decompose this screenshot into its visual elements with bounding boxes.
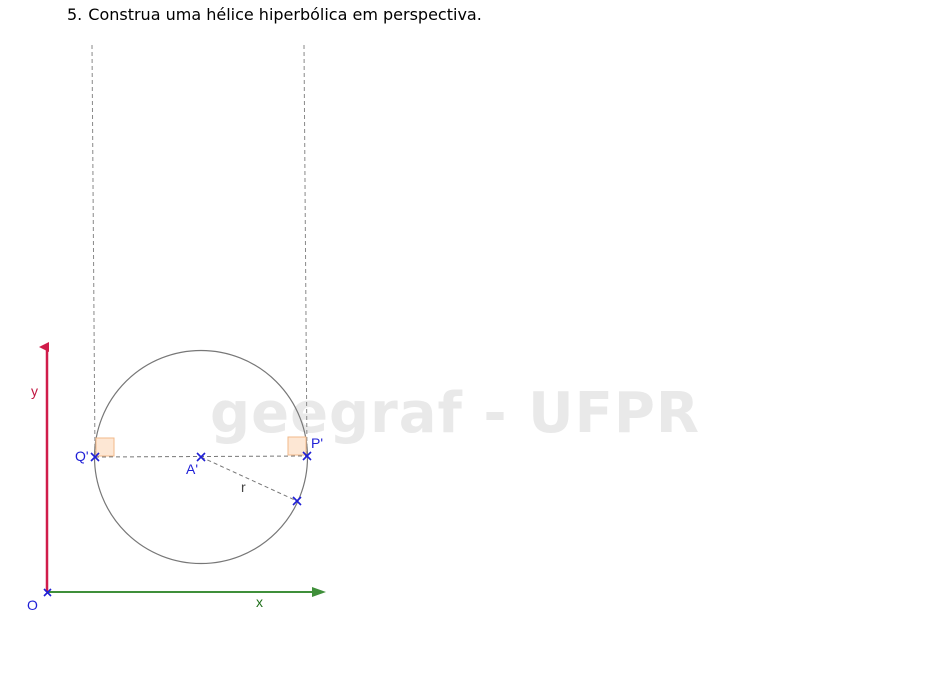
label-radius: r	[241, 479, 246, 495]
projection-line-left	[91, 44, 96, 458]
projection-line-right	[303, 44, 308, 457]
point-a-marker	[196, 452, 206, 462]
label-point-p: P'	[311, 435, 323, 451]
label-y-axis: y	[31, 383, 38, 399]
x-axis-arrowhead	[312, 587, 326, 597]
point-markers	[43, 451, 312, 597]
point-p-marker	[302, 451, 312, 461]
label-point-q: Q'	[75, 448, 89, 464]
label-x-axis: x	[256, 594, 263, 610]
label-point-a: A'	[186, 461, 198, 477]
exercise-statement: 5. Construa uma hélice hiperbólica em per…	[67, 5, 482, 24]
right-angle-marker-left	[95, 437, 115, 457]
label-origin: O	[27, 597, 38, 613]
point-q-marker	[90, 452, 100, 462]
watermark: geegraf - UFPR	[210, 381, 700, 446]
point-o-marker	[43, 588, 52, 597]
exercise-number: 5.	[67, 5, 83, 24]
radius-line	[200, 456, 298, 502]
right-angle-marker-right	[287, 436, 307, 456]
point-r-marker	[292, 496, 302, 506]
exercise-text: Construa uma hélice hiperbólica em persp…	[88, 5, 482, 24]
